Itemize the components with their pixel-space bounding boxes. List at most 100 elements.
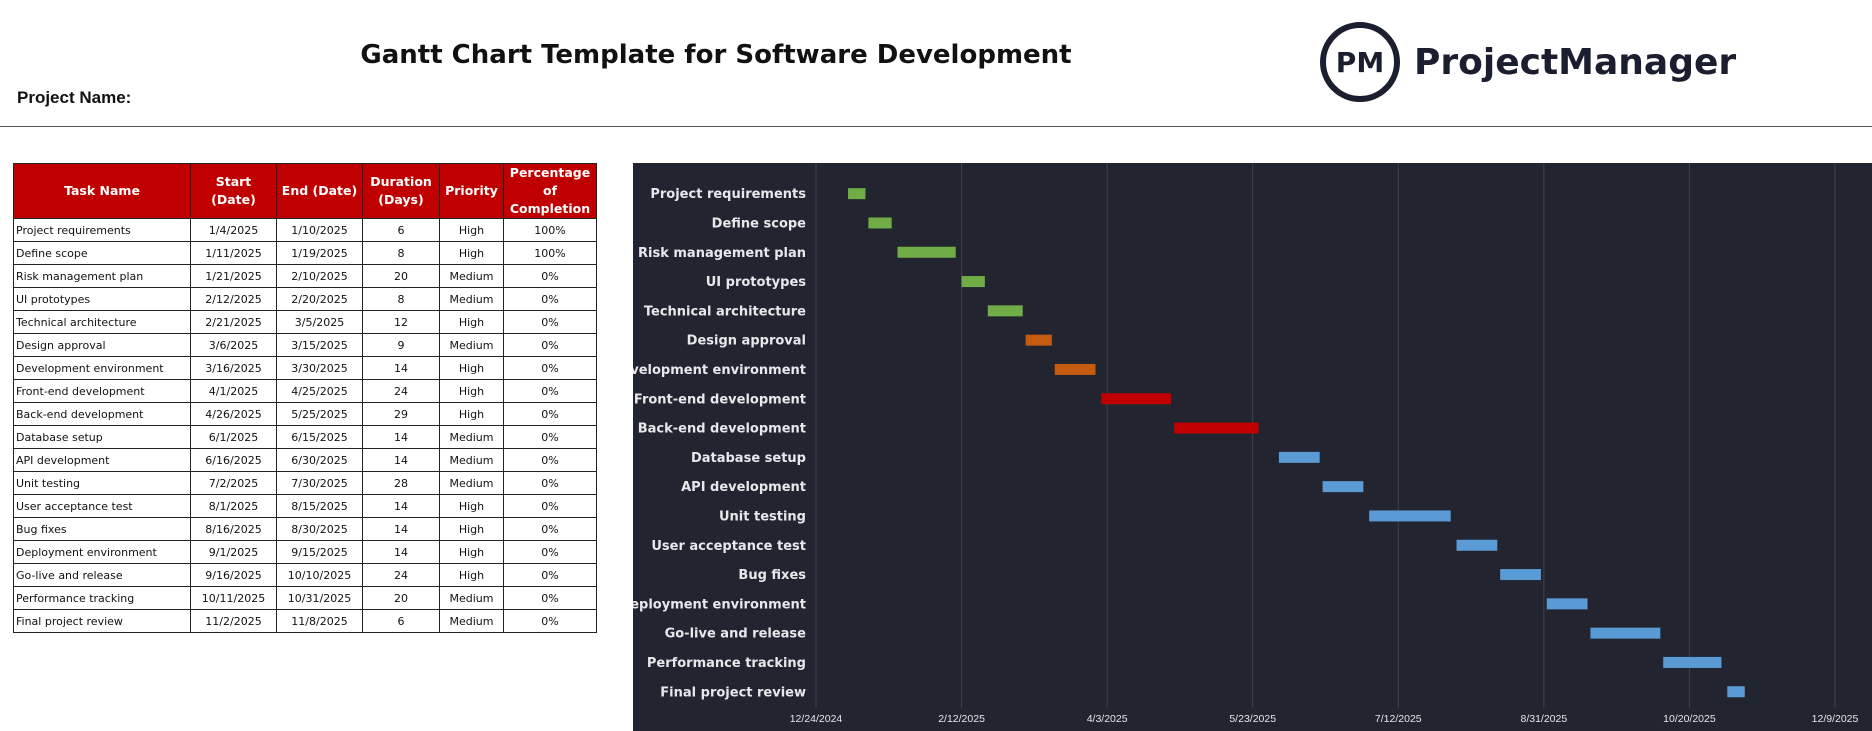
table-cell: Risk management plan (13, 264, 191, 288)
x-tick-label: 12/9/2025 (1812, 713, 1859, 725)
column-header: Start (Date) (190, 163, 277, 219)
table-cell: Front-end development (13, 379, 191, 403)
y-task-label: Front-end development (634, 392, 806, 407)
logo-mark: PM (1320, 22, 1400, 102)
table-cell: 1/21/2025 (190, 264, 277, 288)
table-cell: High (439, 310, 504, 334)
table-row: Deployment environment 9/1/2025 9/15/2025 1… (13, 540, 597, 564)
table-cell: Development environment (13, 356, 191, 380)
table-cell: Medium (439, 425, 504, 449)
y-task-label: Back-end development (638, 422, 806, 437)
column-header: Duration (Days) (362, 163, 440, 219)
y-task-label: Development environment (633, 363, 806, 378)
y-task-label: API development (681, 480, 806, 495)
table-row: Project requirements 1/4/2025 1/10/2025 6 Hi… (13, 218, 597, 242)
gantt-chart-svg: 12/24/2024 2/12/2025 4/3/2025 5/23/2025 7/12… (633, 163, 1859, 725)
table-cell: 9/1/2025 (190, 540, 277, 564)
x-tick-label: 4/3/2025 (1087, 713, 1128, 725)
table-cell: 7/30/2025 (276, 471, 363, 495)
header-divider (0, 126, 1872, 127)
table-cell: 4/25/2025 (276, 379, 363, 403)
table-cell: Deployment environment (13, 540, 191, 564)
table-cell: 28 (362, 471, 440, 495)
table-cell: 10/31/2025 (276, 586, 363, 610)
table-cell: 8 (362, 287, 440, 311)
table-row: API development 6/16/2025 6/30/2025 14 Mediu… (13, 448, 597, 472)
table-cell: 0% (503, 540, 597, 564)
table-cell: API development (13, 448, 191, 472)
table-cell: 6/16/2025 (190, 448, 277, 472)
table-cell: 14 (362, 517, 440, 541)
table-cell: 14 (362, 494, 440, 518)
gantt-bar (1101, 393, 1172, 405)
table-cell: 0% (503, 494, 597, 518)
table-cell: Database setup (13, 425, 191, 449)
y-task-label: User acceptance test (651, 539, 806, 554)
table-cell: 5/25/2025 (276, 402, 363, 426)
table-cell: 3/30/2025 (276, 356, 363, 380)
table-cell: 0% (503, 609, 597, 633)
table-row: Technical architecture 2/21/2025 3/5/2025 1… (13, 310, 597, 334)
table-cell: 1/19/2025 (276, 241, 363, 265)
table-cell: High (439, 218, 504, 242)
x-tick-label: 10/20/2025 (1663, 713, 1716, 725)
table-row: Design approval 3/6/2025 3/15/2025 9 Medium 0… (13, 333, 597, 357)
table-cell: Technical architecture (13, 310, 191, 334)
task-table-body: Project requirements 1/4/2025 1/10/2025 6 Hi… (13, 218, 597, 633)
column-header: Priority (439, 163, 504, 219)
table-cell: High (439, 241, 504, 265)
table-cell: 3/5/2025 (276, 310, 363, 334)
table-cell: 0% (503, 287, 597, 311)
table-cell: 9/16/2025 (190, 563, 277, 587)
y-task-label: Performance tracking (647, 656, 806, 671)
table-cell: 2/12/2025 (190, 287, 277, 311)
table-cell: Back-end development (13, 402, 191, 426)
table-cell: High (439, 356, 504, 380)
table-cell: 6/1/2025 (190, 425, 277, 449)
table-cell: Bug fixes (13, 517, 191, 541)
gantt-bar (1278, 451, 1320, 463)
table-cell: UI prototypes (13, 287, 191, 311)
table-cell: 9/15/2025 (276, 540, 363, 564)
table-cell: 100% (503, 218, 597, 242)
table-cell: 14 (362, 425, 440, 449)
column-header: Percentage of Completion (503, 163, 597, 219)
page-title: Gantt Chart Template for Software Develo… (360, 40, 1072, 70)
brand-logo: PM ProjectManager (1320, 22, 1736, 102)
gantt-bar (1727, 686, 1745, 698)
table-header-row: Task Name Start (Date) End (Date) Durati… (13, 163, 597, 219)
table-cell: User acceptance test (13, 494, 191, 518)
table-cell: Medium (439, 609, 504, 633)
y-task-label: UI prototypes (706, 275, 807, 290)
table-cell: High (439, 494, 504, 518)
table-cell: 24 (362, 563, 440, 587)
column-header: End (Date) (276, 163, 363, 219)
table-cell: 6/30/2025 (276, 448, 363, 472)
table-cell: 7/2/2025 (190, 471, 277, 495)
gantt-chart: 12/24/2024 2/12/2025 4/3/2025 5/23/2025 7/12… (633, 163, 1872, 731)
table-cell: 24 (362, 379, 440, 403)
table-cell: 11/8/2025 (276, 609, 363, 633)
table-cell: Unit testing (13, 471, 191, 495)
x-tick-label: 2/12/2025 (938, 713, 985, 725)
table-cell: 0% (503, 264, 597, 288)
table-cell: 29 (362, 402, 440, 426)
table-cell: 20 (362, 586, 440, 610)
table-cell: 0% (503, 448, 597, 472)
gantt-bar (961, 276, 985, 288)
task-table: Task Name Start (Date) End (Date) Durati… (13, 163, 597, 633)
table-cell: 0% (503, 563, 597, 587)
table-cell: 8 (362, 241, 440, 265)
table-cell: 6/15/2025 (276, 425, 363, 449)
table-cell: Design approval (13, 333, 191, 357)
table-row: Bug fixes 8/16/2025 8/30/2025 14 High 0% (13, 517, 597, 541)
y-task-label: Go-live and release (665, 627, 807, 642)
table-cell: 10/10/2025 (276, 563, 363, 587)
table-cell: 0% (503, 471, 597, 495)
gantt-bar (1174, 422, 1259, 434)
table-cell: High (439, 540, 504, 564)
table-cell: 3/6/2025 (190, 333, 277, 357)
table-cell: Medium (439, 333, 504, 357)
table-cell: Performance tracking (13, 586, 191, 610)
gantt-bar (868, 217, 892, 229)
